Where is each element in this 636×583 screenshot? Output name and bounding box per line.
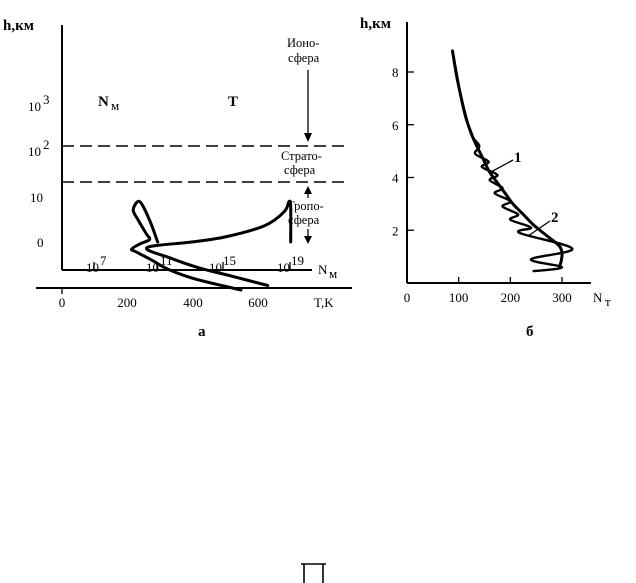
svg-text:м: м bbox=[111, 98, 119, 113]
svg-text:Страто-: Страто- bbox=[281, 149, 322, 163]
panel-b-y-label: h,км bbox=[360, 16, 391, 32]
svg-text:10: 10 bbox=[277, 260, 290, 275]
panel-b: h,км 2 4 6 8 0 100 200 300 N т 1 2 б bbox=[360, 16, 611, 340]
panel-a-y-tick-1000: 10 3 bbox=[28, 92, 50, 114]
panel-a-x-label-t: T,K bbox=[314, 295, 334, 310]
panel-a-series-nm bbox=[130, 199, 243, 292]
panel-a-y-tick-10: 10 bbox=[30, 190, 43, 205]
svg-text:10: 10 bbox=[30, 190, 43, 205]
panel-b-series-2 bbox=[451, 49, 574, 273]
svg-text:Тропо-: Тропо- bbox=[287, 199, 324, 213]
svg-text:6: 6 bbox=[392, 118, 399, 133]
annotation-ionosphere: Ионо- сфера bbox=[287, 36, 320, 142]
panel-a-caption: а bbox=[198, 324, 206, 340]
panel-b-y-tick-6: 6 bbox=[392, 118, 414, 133]
svg-text:2: 2 bbox=[392, 223, 399, 238]
svg-text:сфера: сфера bbox=[284, 163, 316, 177]
panel-b-series-1-label: 1 bbox=[490, 150, 522, 173]
svg-text:3: 3 bbox=[43, 92, 50, 107]
svg-text:15: 15 bbox=[223, 253, 236, 268]
panel-b-x-label: N т bbox=[593, 290, 611, 309]
panel-a-series-t bbox=[144, 199, 293, 287]
svg-text:N: N bbox=[98, 94, 109, 110]
annotation-troposphere: Тропо- сфера bbox=[287, 199, 324, 244]
svg-text:10: 10 bbox=[86, 260, 99, 275]
svg-text:сфера: сфера bbox=[288, 51, 320, 65]
svg-text:N: N bbox=[318, 262, 328, 277]
panel-a-t-tick-0: 0 bbox=[59, 295, 66, 310]
svg-text:4: 4 bbox=[392, 171, 399, 186]
svg-text:10: 10 bbox=[28, 99, 41, 114]
panel-a-t-tick-400: 400 bbox=[183, 295, 203, 310]
panel-b-caption: б bbox=[526, 324, 534, 340]
svg-text:1: 1 bbox=[514, 150, 522, 166]
svg-text:200: 200 bbox=[501, 290, 521, 305]
panel-b-y-tick-4: 4 bbox=[392, 171, 414, 186]
panel-a-series-t-label: T bbox=[228, 94, 238, 110]
svg-text:N: N bbox=[593, 290, 603, 305]
svg-text:Ионо-: Ионо- bbox=[287, 36, 319, 50]
svg-text:7: 7 bbox=[100, 253, 107, 268]
panel-b-y-tick-8: 8 bbox=[392, 65, 414, 80]
panel-a-x-label-n: N м bbox=[318, 262, 337, 281]
panel-a-t-tick-600: 600 bbox=[248, 295, 268, 310]
panel-b-x-tick-0: 0 bbox=[404, 277, 411, 305]
svg-text:т: т bbox=[605, 294, 611, 309]
svg-text:300: 300 bbox=[552, 290, 572, 305]
panel-b-series-1 bbox=[451, 49, 564, 269]
panel-b-x-tick-300: 300 bbox=[552, 277, 572, 305]
svg-text:2: 2 bbox=[43, 137, 50, 152]
annotation-stratosphere: Страто- сфера bbox=[281, 149, 322, 198]
panel-a-x-tick-1e7: 10 7 bbox=[86, 253, 107, 275]
svg-text:0: 0 bbox=[404, 290, 411, 305]
panel-a-x-tick-1e19: 10 19 bbox=[277, 253, 304, 275]
panel-b-series-2-label: 2 bbox=[527, 210, 559, 237]
page-mark bbox=[301, 563, 326, 583]
panel-a-t-tick-200: 200 bbox=[117, 295, 137, 310]
svg-text:8: 8 bbox=[392, 65, 399, 80]
svg-text:10: 10 bbox=[28, 144, 41, 159]
panel-b-x-tick-100: 100 bbox=[449, 277, 469, 305]
panel-b-x-tick-200: 200 bbox=[501, 277, 521, 305]
panel-a-y-tick-0: 0 bbox=[37, 235, 44, 250]
svg-text:2: 2 bbox=[551, 210, 559, 226]
svg-text:0: 0 bbox=[37, 235, 44, 250]
panel-a-y-label: h,км bbox=[3, 18, 34, 34]
panel-a: h,км 0 10 10 2 10 3 10 7 10 11 10 bbox=[3, 18, 352, 340]
panel-a-series-nm-label: N м bbox=[98, 94, 119, 113]
panel-a-y-tick-100: 10 2 bbox=[28, 137, 50, 159]
svg-text:100: 100 bbox=[449, 290, 469, 305]
svg-text:м: м bbox=[329, 266, 337, 281]
panel-b-y-tick-2: 2 bbox=[392, 223, 414, 238]
svg-text:19: 19 bbox=[291, 253, 304, 268]
svg-text:сфера: сфера bbox=[288, 213, 320, 227]
